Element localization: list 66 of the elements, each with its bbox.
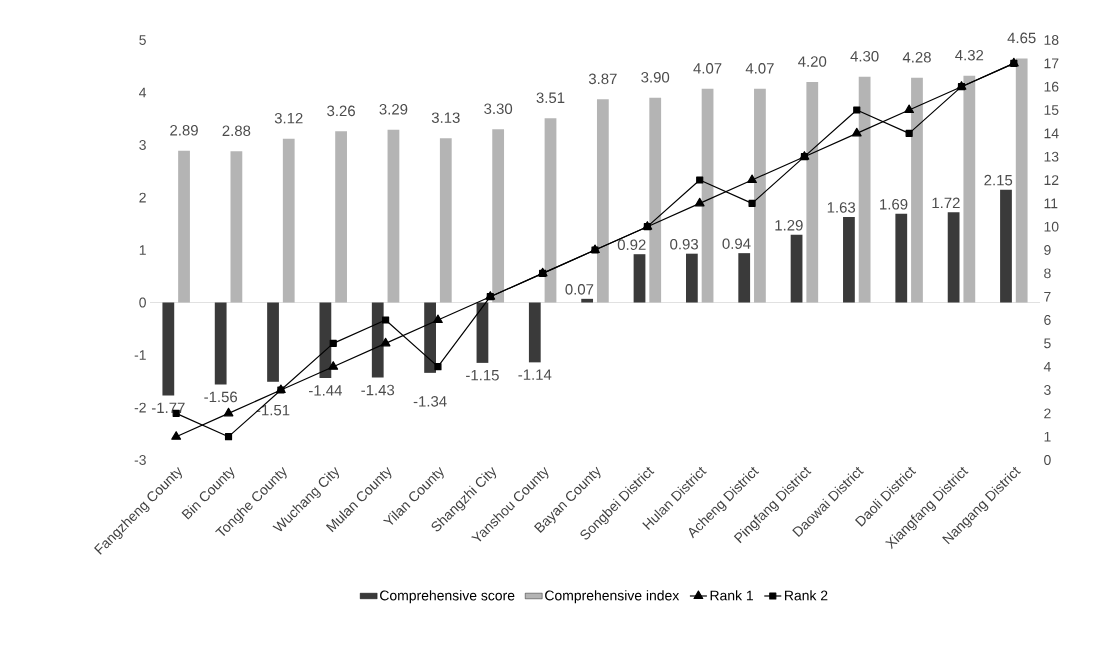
y2-tick-label: 5 xyxy=(1044,338,1051,349)
y2-tick-label: 2 xyxy=(1044,408,1051,419)
y-tick-label: 5 xyxy=(139,35,146,45)
legend-label: Rank 1 xyxy=(710,590,753,601)
y-tick-label: -2 xyxy=(134,402,146,413)
data-label: -1.44 xyxy=(309,385,342,396)
data-label: 1.29 xyxy=(775,220,803,231)
y2-tick-label: 16 xyxy=(1044,81,1059,92)
y2-tick-label: 17 xyxy=(1044,58,1059,69)
y-tick-label: 2 xyxy=(139,192,146,203)
data-label: 2.89 xyxy=(170,125,198,136)
data-label: -1.15 xyxy=(466,370,499,381)
data-label: 2.88 xyxy=(222,125,251,137)
data-label: 3.12 xyxy=(274,112,303,124)
y2-tick-label: 7 xyxy=(1044,291,1051,302)
y-tick-label: -1 xyxy=(134,350,146,360)
y-tick-label: -3 xyxy=(134,455,146,465)
y2-tick-label: 8 xyxy=(1044,268,1051,279)
data-label: -1.51 xyxy=(256,404,290,416)
y2-tick-label: 1 xyxy=(1044,431,1051,442)
legend-label: Rank 2 xyxy=(785,590,828,601)
y2-tick-label: 9 xyxy=(1044,245,1051,255)
y2-tick-label: 12 xyxy=(1044,175,1059,185)
data-label: 4.30 xyxy=(850,50,879,62)
data-label: 4.20 xyxy=(798,56,827,67)
data-label: 2.15 xyxy=(984,174,1013,186)
data-label: -1.43 xyxy=(361,384,395,396)
y2-tick-label: 15 xyxy=(1044,105,1059,115)
data-label: 3.29 xyxy=(379,104,408,115)
y2-tick-label: 10 xyxy=(1044,221,1059,232)
data-label: 4.07 xyxy=(745,63,774,74)
data-label: 0.93 xyxy=(670,238,699,250)
data-label: 3.26 xyxy=(327,105,355,117)
y-tick-label: 3 xyxy=(139,140,146,150)
legend-label: Comprehensive score xyxy=(380,590,515,604)
data-label: 3.13 xyxy=(431,112,460,123)
data-label: -1.34 xyxy=(413,396,447,407)
y-tick-label: 1 xyxy=(139,245,146,255)
y2-tick-label: 11 xyxy=(1044,198,1058,209)
y2-tick-label: 18 xyxy=(1044,35,1059,45)
data-label: 3.87 xyxy=(588,73,617,85)
data-label: 0.94 xyxy=(722,238,751,249)
data-label: 0.07 xyxy=(565,284,594,295)
y2-tick-label: 14 xyxy=(1044,128,1059,139)
y-tick-label: 4 xyxy=(139,87,147,98)
data-label: 1.72 xyxy=(932,197,960,209)
y2-tick-label: 4 xyxy=(1043,361,1051,372)
y2-tick-label: 13 xyxy=(1044,151,1059,162)
data-label: 0.92 xyxy=(617,239,646,251)
y2-tick-label: 0 xyxy=(1044,455,1051,465)
data-label: 1.63 xyxy=(827,202,856,213)
data-label: 1.69 xyxy=(880,199,908,210)
data-label: 3.30 xyxy=(484,103,513,115)
data-label: -1.77 xyxy=(151,402,185,413)
data-label: 4.32 xyxy=(955,49,984,61)
data-label: -1.56 xyxy=(204,391,238,403)
data-label: 4.65 xyxy=(1007,32,1036,44)
data-label: 3.90 xyxy=(641,71,670,83)
data-label: 4.07 xyxy=(693,63,722,74)
legend-label: Comprehensive index xyxy=(545,590,680,604)
y2-tick-label: 6 xyxy=(1044,315,1051,325)
data-label: -1.14 xyxy=(518,369,552,380)
y2-tick-label: 3 xyxy=(1044,385,1051,395)
data-label: 4.28 xyxy=(902,52,931,63)
y-tick-label: 0 xyxy=(139,297,146,308)
data-label: 3.51 xyxy=(536,92,565,104)
